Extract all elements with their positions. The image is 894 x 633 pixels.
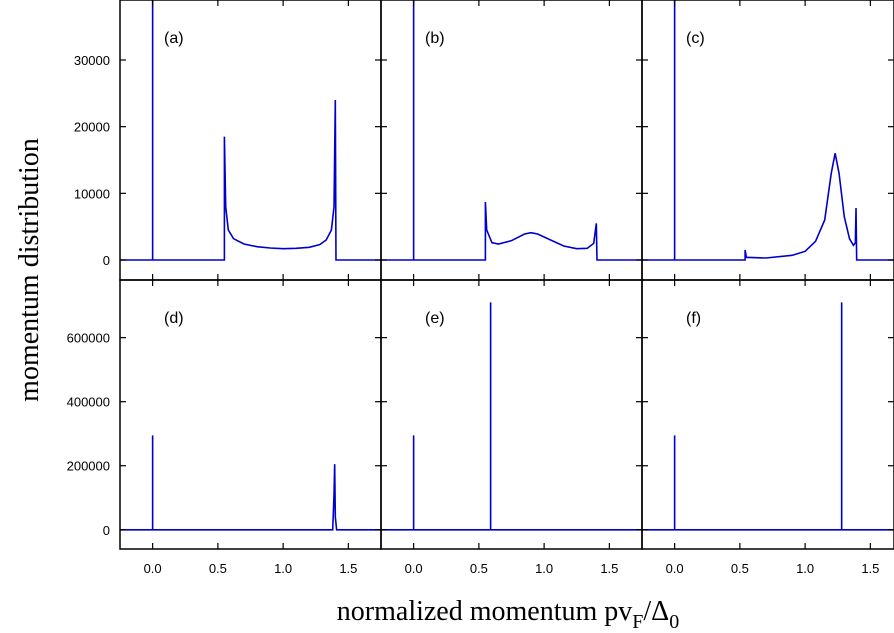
panel-c xyxy=(642,0,894,261)
panel-label: (b) xyxy=(425,30,445,47)
panel-label: (d) xyxy=(164,310,184,327)
y-tick-label: 600000 xyxy=(67,331,110,346)
x-tick-labels: 0.0 0.5 1.0 1.5 0.0 0.5 1.0 1.5 0.0 0.5 1.0 1.5 xyxy=(144,561,880,576)
y-tick-label: 20000 xyxy=(74,120,110,135)
series-line xyxy=(642,302,894,531)
panels: (a) (b) (c) (d) (e) (f) xyxy=(119,0,894,550)
x-tick-label: 1.5 xyxy=(600,561,618,576)
panel-a xyxy=(120,0,381,261)
panel-e xyxy=(381,302,642,531)
series-line xyxy=(120,435,381,531)
panel-b xyxy=(381,0,642,261)
y-tick-label: 10000 xyxy=(74,186,110,201)
y-tick-label: 30000 xyxy=(74,53,110,68)
panel-d xyxy=(120,435,381,531)
panel-label: (e) xyxy=(425,310,445,327)
x-tick-label: 0.5 xyxy=(470,561,488,576)
x-axis-title-mid: /Δ xyxy=(643,596,669,627)
x-tick-label: 1.0 xyxy=(796,561,814,576)
series-line xyxy=(120,0,381,261)
x-tick-label: 0.5 xyxy=(731,561,749,576)
panel-label: (c) xyxy=(686,30,705,47)
x-tick-label: 0.5 xyxy=(209,561,227,576)
x-tick-label: 0.0 xyxy=(666,561,684,576)
series-line xyxy=(642,0,894,261)
series-line xyxy=(381,0,642,261)
panel-frame xyxy=(119,279,382,550)
x-tick-label: 1.5 xyxy=(339,561,357,576)
x-axis-title-main: normalized momentum pv xyxy=(337,596,633,627)
y-tick-labels: 0 10000 20000 30000 0 200000 400000 600000 xyxy=(67,53,110,538)
x-axis-title: normalized momentum pvF/Δ0 xyxy=(337,596,679,633)
panel-label: (f) xyxy=(686,310,701,327)
panel-label: (a) xyxy=(164,30,184,47)
x-tick-label: 1.0 xyxy=(535,561,553,576)
x-axis-title-sub2: 0 xyxy=(669,611,679,633)
panel-frame xyxy=(380,279,643,550)
panel-frame xyxy=(119,0,382,281)
y-tick-label: 0 xyxy=(103,523,110,538)
panel-frame xyxy=(380,0,643,281)
y-tick-label: 200000 xyxy=(67,459,110,474)
panel-frame xyxy=(641,279,894,550)
y-tick-label: 0 xyxy=(103,253,110,268)
x-tick-label: 1.0 xyxy=(274,561,292,576)
x-tick-label: 0.0 xyxy=(405,561,423,576)
y-tick-label: 400000 xyxy=(67,395,110,410)
x-axis-title-sub1: F xyxy=(632,611,643,633)
series-line xyxy=(381,302,642,531)
y-axis-title: momentum distribution xyxy=(14,138,45,402)
x-tick-label: 1.5 xyxy=(861,561,879,576)
panel-f xyxy=(642,302,894,531)
x-tick-label: 0.0 xyxy=(144,561,162,576)
